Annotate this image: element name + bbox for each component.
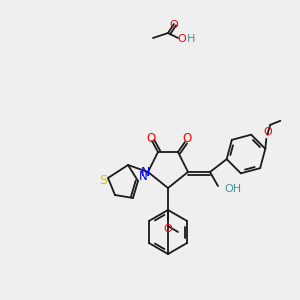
Text: N: N xyxy=(140,166,150,178)
Text: O: O xyxy=(164,224,172,234)
Text: O: O xyxy=(182,133,192,146)
Text: H: H xyxy=(187,34,195,44)
Text: O: O xyxy=(263,127,272,137)
Text: N: N xyxy=(139,170,147,184)
Text: O: O xyxy=(178,34,186,44)
Text: O: O xyxy=(146,131,156,145)
Text: O: O xyxy=(169,20,178,30)
Text: OH: OH xyxy=(224,184,241,194)
Text: S: S xyxy=(99,175,107,188)
